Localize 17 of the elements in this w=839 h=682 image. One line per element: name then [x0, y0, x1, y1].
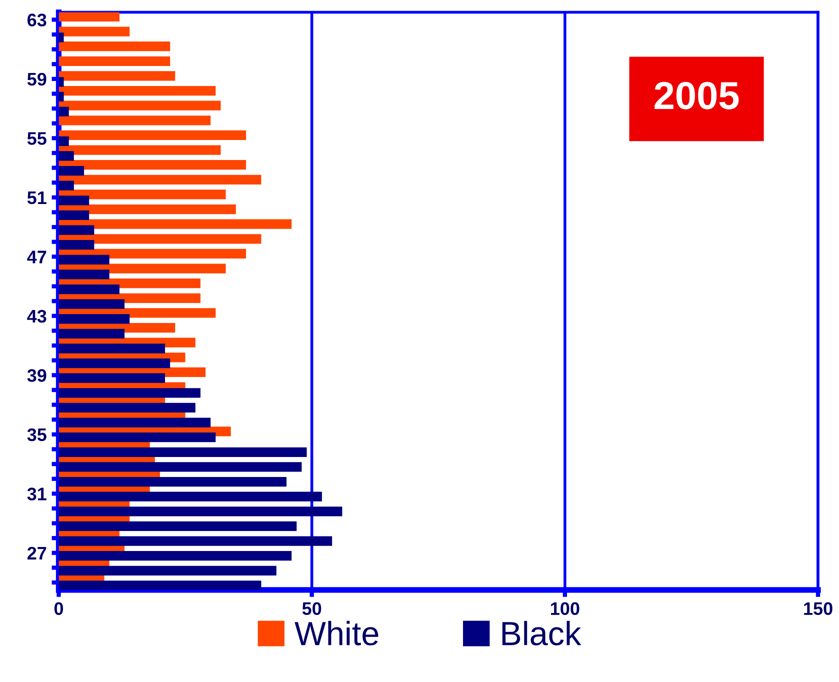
x-tick-label: 150 [804, 602, 832, 615]
x-tick-label: 100 [551, 602, 580, 615]
y-tick-label: 39 [27, 369, 46, 382]
y-tick-label: 63 [28, 14, 46, 26]
y-tick-label: 43 [27, 310, 46, 323]
x-tick-label: 0 [54, 602, 64, 615]
y-tick-label: 27 [27, 546, 46, 560]
y-tick-label: 59 [27, 72, 46, 86]
y-tick-label: 31 [27, 488, 46, 500]
legend-label: White [294, 620, 378, 646]
y-tick-label: 55 [27, 132, 46, 145]
x-tick-label: 50 [302, 602, 322, 615]
y-tick-label: 47 [27, 250, 46, 264]
y-tick-label: 35 [27, 428, 46, 442]
annotation: 2005 [654, 82, 739, 110]
legend-label: Black [502, 620, 582, 646]
y-tick-label: 51 [27, 192, 46, 204]
